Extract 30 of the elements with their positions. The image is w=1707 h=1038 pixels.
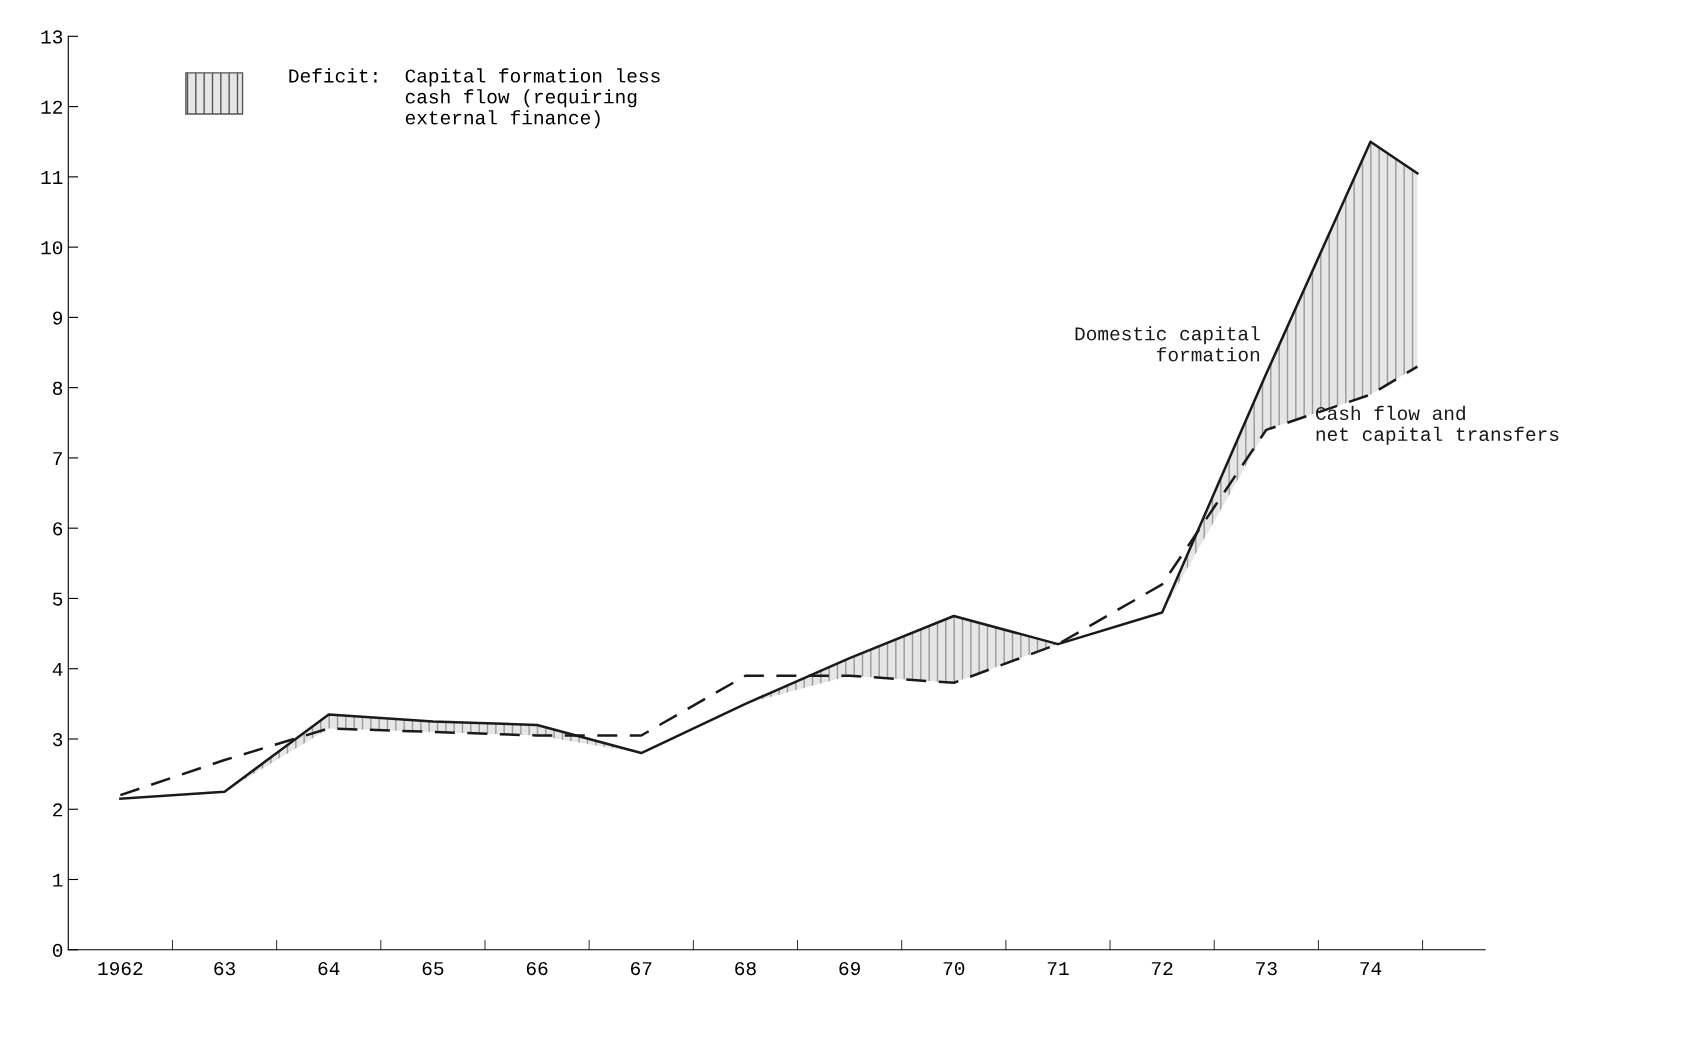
x-tick-label: 65 xyxy=(422,961,444,976)
x-tick-label: 69 xyxy=(839,961,860,976)
y-tick-label: 10 xyxy=(41,241,63,255)
x-tick-label: 71 xyxy=(1047,962,1069,975)
y-tick-label: 0 xyxy=(52,943,63,958)
y-tick-label: 3 xyxy=(52,733,63,747)
x-tick-label: 66 xyxy=(526,961,548,976)
y-tick-label: 12 xyxy=(41,100,63,114)
series-label: Cash flow and net capital transfers xyxy=(1316,405,1559,445)
y-tick-label: 11 xyxy=(41,171,63,184)
y-tick-label: 13 xyxy=(41,30,63,44)
y-tick-label: 6 xyxy=(53,522,63,536)
y-tick-label: 9 xyxy=(53,311,63,325)
x-tick-label: 64 xyxy=(318,961,340,976)
series-label: Domestic capital formation xyxy=(1075,326,1260,362)
y-tick-label: 4 xyxy=(52,662,63,676)
x-tick-label: 63 xyxy=(214,961,235,976)
x-tick-label: 73 xyxy=(1256,961,1277,976)
y-tick-label: 7 xyxy=(53,452,62,465)
x-tick-label: 67 xyxy=(631,961,652,976)
y-tick-label: 5 xyxy=(52,592,63,606)
x-tick-label: 1962 xyxy=(98,961,143,976)
y-tick-label: 1 xyxy=(53,873,63,887)
y-tick-label: 2 xyxy=(53,803,63,817)
x-tick-label: 72 xyxy=(1151,961,1173,975)
y-tick-label: 8 xyxy=(53,381,63,395)
x-tick-label: 70 xyxy=(943,961,965,976)
annotation: Deficit: Capital formation less cash flow (requiring external finance) xyxy=(289,68,660,129)
x-tick-label: 74 xyxy=(1360,962,1382,975)
x-tick-label: 68 xyxy=(735,961,756,976)
